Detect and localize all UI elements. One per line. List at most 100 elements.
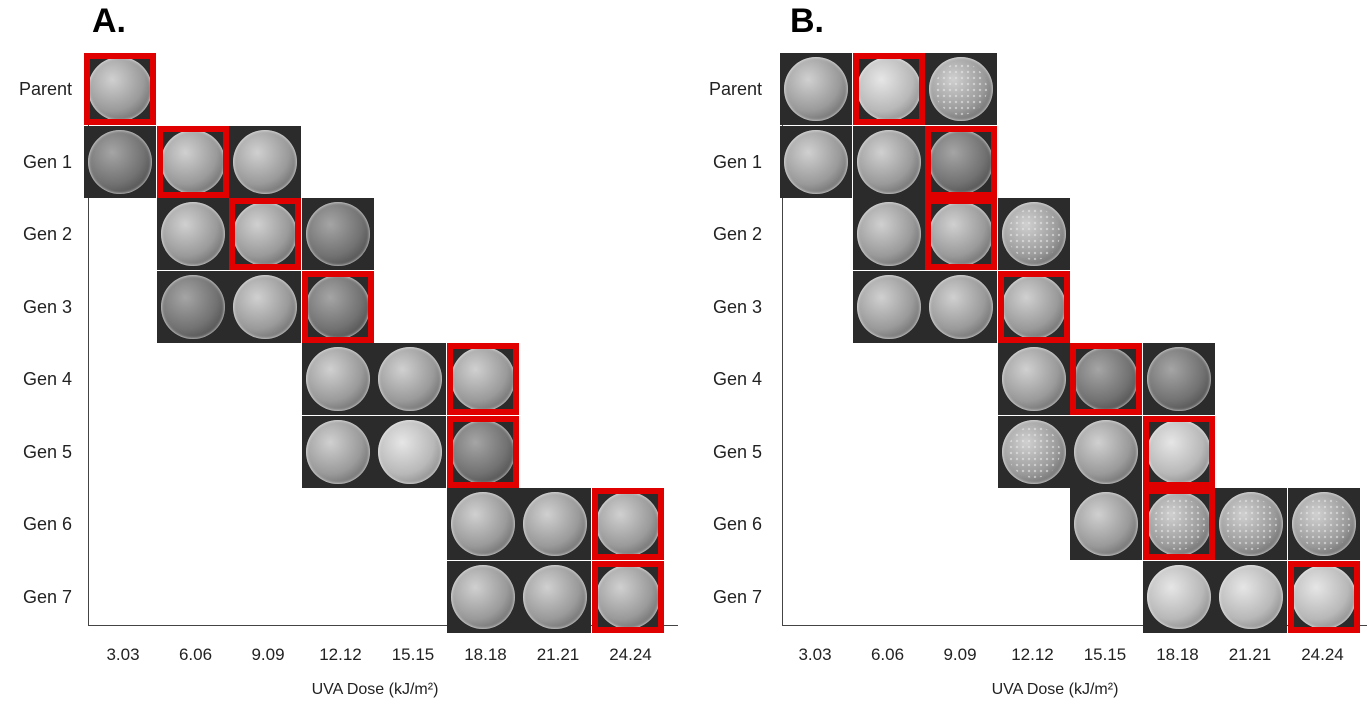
petri-dish — [88, 130, 152, 194]
petri-dish — [929, 202, 993, 266]
plate-image — [780, 126, 852, 198]
panel-a-x-title: UVA Dose (kJ/m²) — [311, 681, 439, 698]
petri-dish — [306, 275, 370, 339]
petri-dish — [1074, 347, 1138, 411]
petri-dish — [929, 57, 993, 121]
selected-plate-highlight — [1143, 488, 1215, 560]
selected-plate-highlight — [84, 53, 156, 125]
plate-image — [925, 53, 997, 125]
petri-dish — [1292, 565, 1356, 629]
petri-dish — [1147, 492, 1211, 556]
x-tick-label: 21.21 — [1228, 645, 1272, 664]
plate-image — [1288, 488, 1360, 560]
plate-image — [1070, 488, 1142, 560]
plate-image — [853, 271, 925, 343]
plate-image — [1143, 488, 1215, 560]
petri-dish — [451, 420, 515, 484]
row-label: Gen 1 — [22, 151, 72, 172]
plate-image — [1215, 561, 1287, 633]
plate-image — [1288, 561, 1360, 633]
plate-image — [853, 126, 925, 198]
plate-image — [925, 271, 997, 343]
row-label: Gen 5 — [22, 441, 72, 462]
petri-dish — [306, 347, 370, 411]
plate-image — [229, 271, 301, 343]
plate-image — [374, 343, 446, 415]
plate-image — [229, 198, 301, 270]
x-tick-label: 12.12 — [1011, 645, 1054, 664]
selected-plate-highlight — [1143, 416, 1215, 488]
plate-image — [925, 126, 997, 198]
petri-dish — [523, 492, 587, 556]
plate-image — [998, 198, 1070, 270]
plate-image — [1143, 416, 1215, 488]
petri-dish — [451, 492, 515, 556]
x-tick-label: 9.09 — [943, 645, 977, 664]
plate-image — [302, 343, 374, 415]
petri-dish — [88, 57, 152, 121]
panel-a-y-axis — [88, 55, 89, 625]
panel-b: B. Parent Gen 1 Gen 2 Gen 3 Gen 4 Gen 5 Gen 6 G… — [690, 0, 1370, 702]
row-label: Gen 2 — [22, 224, 72, 244]
row-label: Gen 2 — [712, 224, 762, 244]
petri-dish — [306, 420, 370, 484]
selected-plate-highlight — [157, 126, 229, 198]
plate-image — [157, 271, 229, 343]
row-label: Gen 3 — [712, 296, 762, 317]
row-label: Gen 6 — [22, 514, 72, 534]
selected-plate-highlight — [447, 416, 519, 488]
plate-image — [302, 271, 374, 343]
panel-a: A. Parent Gen 1 Gen 2 Gen 3 Gen 4 Gen 5 Gen 6 G… — [19, 2, 678, 698]
plate-image — [1215, 488, 1287, 560]
plate-image — [853, 198, 925, 270]
selected-plate-highlight — [925, 198, 997, 270]
panel-b-x-axis — [782, 625, 1367, 626]
petri-dish — [1074, 492, 1138, 556]
plate-image — [157, 198, 229, 270]
petri-dish — [857, 57, 921, 121]
petri-dish — [1002, 275, 1066, 339]
plate-image — [447, 343, 519, 415]
plate-image — [447, 561, 519, 633]
petri-dish — [523, 565, 587, 629]
plate-image — [84, 53, 156, 125]
row-label: Parent — [708, 79, 762, 99]
plate-image — [592, 488, 664, 560]
petri-dish — [596, 492, 660, 556]
panel-b-x-title: UVA Dose (kJ/m²) — [991, 681, 1119, 698]
petri-dish — [784, 57, 848, 121]
row-label: Gen 7 — [712, 586, 762, 607]
x-tick-label: 21.21 — [536, 645, 580, 664]
selected-plate-highlight — [998, 271, 1070, 343]
plate-image — [302, 198, 374, 270]
plate-image — [998, 416, 1070, 488]
selected-plate-highlight — [853, 53, 925, 125]
petri-dish — [161, 130, 225, 194]
plate-image — [519, 561, 591, 633]
selected-plate-highlight — [302, 271, 374, 343]
petri-dish — [378, 420, 442, 484]
x-tick-label: 3.03 — [798, 645, 832, 664]
petri-dish — [857, 130, 921, 194]
selected-plate-highlight — [592, 488, 664, 560]
x-tick-label: 6.06 — [178, 645, 213, 664]
panel-a-letter: A. — [92, 2, 126, 40]
x-tick-label: 12.12 — [319, 645, 362, 664]
selected-plate-highlight — [447, 343, 519, 415]
selected-plate-highlight — [229, 198, 301, 270]
plate-image — [447, 488, 519, 560]
x-tick-label: 15.15 — [391, 645, 435, 664]
petri-dish — [1002, 420, 1066, 484]
selected-plate-highlight — [1288, 561, 1360, 633]
x-tick-label: 9.09 — [251, 645, 285, 664]
petri-dish — [1002, 202, 1066, 266]
plate-image — [84, 126, 156, 198]
petri-dish — [378, 347, 442, 411]
petri-dish — [596, 565, 660, 629]
panel-b-letter: B. — [790, 2, 824, 40]
plate-image — [853, 53, 925, 125]
petri-dish — [1002, 347, 1066, 411]
row-label: Gen 7 — [22, 586, 72, 607]
petri-dish — [1074, 420, 1138, 484]
petri-dish — [1219, 565, 1283, 629]
